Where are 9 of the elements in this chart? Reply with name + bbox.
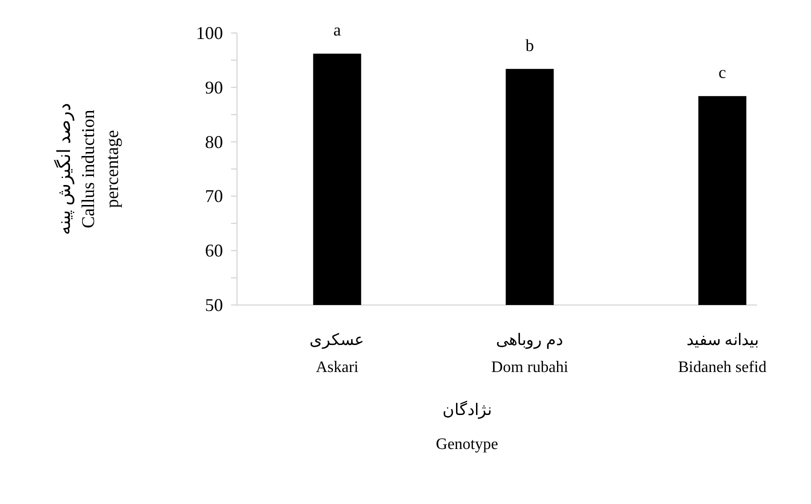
annotation: a xyxy=(333,20,342,40)
annotation: b xyxy=(525,36,534,55)
y-tick-label: 50 xyxy=(205,295,223,315)
y-tick-label: 60 xyxy=(205,240,223,261)
y-tick-label: 90 xyxy=(205,77,223,98)
annotation: c xyxy=(718,63,727,82)
y-tick-label: 80 xyxy=(205,132,223,152)
y-tick-label: 100 xyxy=(196,23,223,43)
y-tick-label: 70 xyxy=(205,186,223,206)
